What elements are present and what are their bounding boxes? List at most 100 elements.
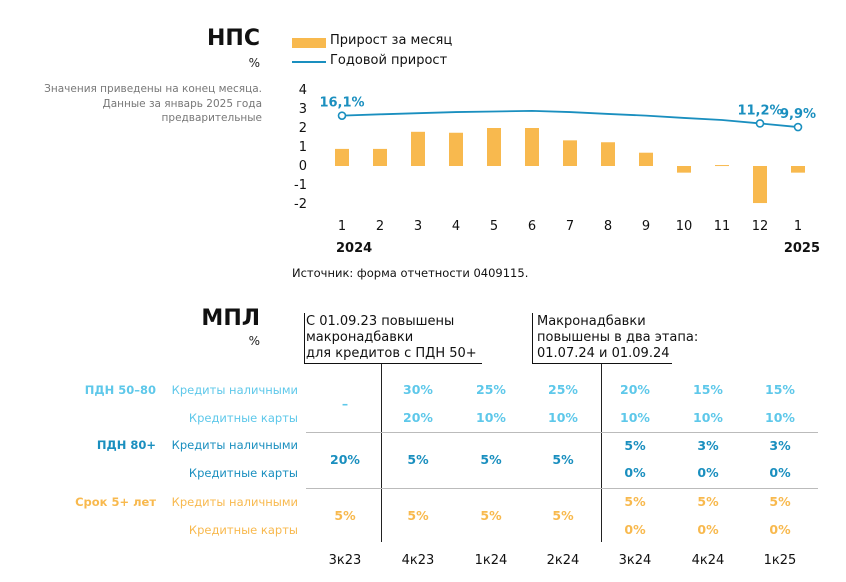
cell-g3-r2-q7: 0%	[769, 522, 791, 537]
group-label-pdn50-80: ПДН 50–80	[84, 383, 156, 397]
cell-g1-r1-q2: 30%	[403, 382, 433, 397]
legend-annual: Годовой прирост	[330, 53, 448, 68]
legend-line-swatch	[292, 61, 326, 63]
cell-g3-r2-q6: 0%	[697, 522, 719, 537]
mpl-header-1-line-1: С 01.09.23 повышены	[306, 314, 455, 329]
x-tick-label-12: 12	[752, 219, 769, 234]
quarter-label-6: 4к24	[691, 553, 725, 568]
cell-g1-r1-q7: 15%	[765, 382, 795, 397]
cell-g2-r1-q7: 3%	[769, 438, 791, 453]
row-label-cards-g3: Кредитные карты	[188, 523, 298, 537]
cell-g3-r1-q6: 5%	[697, 494, 719, 509]
x-tick-label-11: 11	[714, 219, 731, 234]
mpl-title: МПЛ	[201, 306, 260, 331]
year-label-2025: 2025	[784, 241, 820, 256]
cell-g1-r2-q5: 10%	[620, 410, 650, 425]
cell-g1-r2-q4: 10%	[548, 410, 578, 425]
quarter-label-2: 4к23	[401, 553, 435, 568]
cell-g1-r2-q7: 10%	[765, 410, 795, 425]
legend-monthly: Прирост за месяц	[330, 33, 453, 48]
year-label-2024: 2024	[336, 241, 372, 256]
cell-g3-q3-merged: 5%	[480, 508, 502, 523]
cell-g3-r2-q5: 0%	[624, 522, 646, 537]
row-label-cash-g3: Кредиты наличными	[171, 495, 298, 509]
row-separator-2	[306, 488, 818, 489]
cell-g3-r1-q7: 5%	[769, 494, 791, 509]
mpl-header-2-line-3: 01.07.24 и 01.09.24	[537, 346, 670, 361]
cell-g2-q1-merged: 20%	[330, 452, 360, 467]
mpl-header-1-line-2: макронадбавки	[306, 330, 414, 345]
bar-2	[373, 148, 387, 166]
cell-g1-r2-q6: 10%	[693, 410, 723, 425]
cell-g2-q2-merged: 5%	[407, 452, 429, 467]
header-1-underline	[304, 363, 482, 364]
bar-8	[601, 142, 615, 166]
line-label-1: 16,1%	[319, 96, 364, 111]
quarter-label-7: 1к25	[763, 553, 797, 568]
header-1-bracket-left	[304, 313, 305, 363]
nps-note: Значения приведены на конец месяца. Данн…	[0, 82, 262, 126]
bar-13	[791, 166, 805, 173]
cell-g1-r1-q3: 25%	[476, 382, 506, 397]
x-tick-label-9: 9	[642, 219, 650, 234]
mpl-unit: %	[248, 334, 260, 348]
x-tick-label-8: 8	[604, 219, 612, 234]
cell-g2-r2-q6: 0%	[697, 465, 719, 480]
y-tick-label-4: 0	[299, 159, 307, 174]
bar-11	[715, 165, 729, 167]
row-label-cards-g2: Кредитные карты	[188, 466, 298, 480]
mpl-header-2: Макронадбавки повышены в два этапа: 01.0…	[537, 314, 698, 362]
legend: Прирост за месяц Годовой прирост	[292, 33, 542, 73]
x-tick-label-7: 7	[566, 219, 574, 234]
nps-note-line-1: Значения приведены на конец месяца.	[44, 83, 262, 95]
nps-title: НПС	[207, 26, 260, 51]
cell-g2-r1-q5: 5%	[624, 438, 646, 453]
cell-g3-q1-merged: 5%	[334, 508, 356, 523]
col-separator-2	[601, 364, 602, 542]
line-marker-1	[337, 111, 347, 120]
cell-g2-r2-q7: 0%	[769, 465, 791, 480]
cell-g2-r2-q5: 0%	[624, 465, 646, 480]
bar-4	[449, 132, 463, 166]
bar-12	[753, 166, 767, 204]
bar-3	[411, 131, 425, 166]
cell-g3-q4-merged: 5%	[552, 508, 574, 523]
line-marker-2	[755, 119, 765, 128]
mpl-header-1: С 01.09.23 повышены макронадбавки для кр…	[306, 314, 477, 362]
row-label-cards-g1: Кредитные карты	[188, 411, 298, 425]
mpl-header-2-line-2: повышены в два этапа:	[537, 330, 699, 345]
group-label-term5: Срок 5+ лет	[75, 495, 156, 509]
y-tick-label-6: -2	[294, 197, 307, 212]
bar-9	[639, 152, 653, 166]
x-tick-label-13: 1	[794, 219, 802, 234]
x-tick-label-3: 3	[414, 219, 422, 234]
col-separator-1	[381, 364, 382, 542]
x-tick-label-6: 6	[528, 219, 536, 234]
bar-6	[525, 128, 539, 166]
quarter-label-1: 3к23	[328, 553, 362, 568]
line-label-3: 9,9%	[780, 107, 816, 122]
cell-g1-r1-q6: 15%	[693, 382, 723, 397]
line-marker-3	[793, 122, 803, 132]
row-separator-1	[306, 432, 818, 433]
row-label-cash-g1: Кредиты наличными	[171, 383, 298, 397]
legend-bar-swatch	[292, 38, 326, 48]
y-tick-label-3: 1	[299, 140, 307, 155]
bar-1	[335, 148, 349, 166]
nps-unit: %	[248, 56, 260, 70]
cell-g2-q3-merged: 5%	[480, 452, 502, 467]
nps-note-line-3: предварительные	[161, 112, 262, 124]
x-tick-label-10: 10	[676, 219, 693, 234]
quarter-label-3: 1к24	[474, 553, 508, 568]
line-label-2: 11,2%	[737, 103, 782, 118]
group-label-pdn80: ПДН 80+	[96, 438, 156, 452]
nps-note-line-2: Данные за январь 2025 года	[102, 97, 263, 110]
cell-g3-r1-q5: 5%	[624, 494, 646, 509]
bar-10	[677, 166, 691, 173]
mpl-header-1-line-3: для кредитов с ПДН 50+	[306, 346, 477, 361]
x-tick-label-2: 2	[376, 219, 384, 234]
cell-g1-r1-q5: 20%	[620, 382, 650, 397]
cell-g2-r1-q6: 3%	[697, 438, 719, 453]
header-2-bracket-left	[532, 313, 533, 363]
